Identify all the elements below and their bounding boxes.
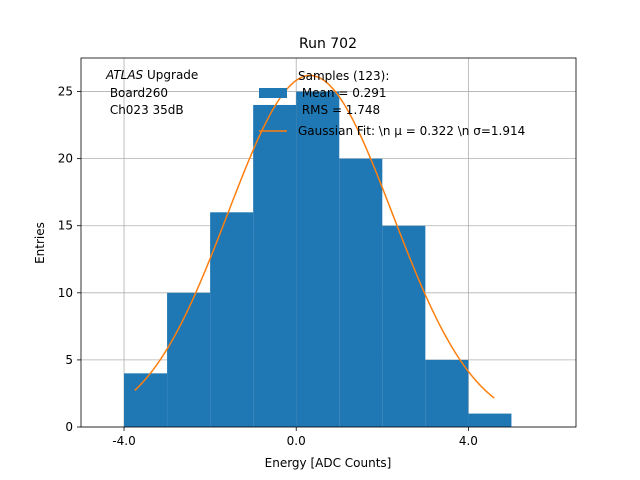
y-tick-label: 5 [65,353,73,367]
histogram-bar [210,212,254,427]
legend-histogram-line-1: Samples (123): [298,69,389,83]
x-tick-label: -4.0 [112,434,135,448]
histogram-bar [425,359,469,427]
y-axis-label: Entries [33,222,47,264]
y-tick-label: 10 [58,286,73,300]
legend-fit-label: Gaussian Fit: \n μ = 0.322 \n σ=1.914 [298,124,525,138]
histogram-bar [124,373,168,427]
annotation-italic: ATLAS [105,68,144,82]
x-axis-label: Energy [ADC Counts] [265,456,392,470]
axes-frame [80,57,577,428]
legend-histogram-line-3: RMS = 1.748 [298,103,380,117]
annotation-text: ATLAS Upgrade Board260 Ch023 35dB [105,68,198,117]
annotation-line-3: Ch023 35dB [106,103,184,117]
axis-ticks: -4.0 0.0 4.0 0 5 10 15 20 25 [58,85,478,448]
histogram-bar [382,225,426,427]
chart-title: Run 702 [299,36,357,52]
histogram-bar [253,104,297,428]
annotation-rest: Upgrade [143,68,198,82]
legend-histogram-line-2: Mean = 0.291 [298,86,387,100]
histogram-bar [468,413,512,427]
legend-histogram-swatch [259,88,287,98]
y-tick-label: 20 [58,152,73,166]
y-tick-label: 15 [58,219,73,233]
x-tick-label: 4.0 [459,434,478,448]
histogram-bar [339,158,383,428]
annotation-line-1: ATLAS Upgrade [105,68,198,82]
legend: Samples (123): Mean = 0.291 RMS = 1.748 … [259,69,525,138]
x-tick-label: 0.0 [287,434,306,448]
gaussian-fit-curve [134,74,495,399]
y-tick-label: 0 [65,420,73,434]
histogram-bars [124,91,512,428]
histogram-bar [296,91,340,427]
annotation-line-2: Board260 [106,86,168,100]
y-tick-label: 25 [58,85,73,99]
histogram-bar [167,292,211,427]
